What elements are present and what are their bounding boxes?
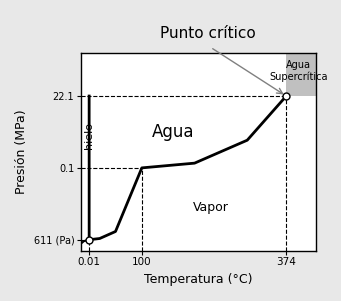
Y-axis label: Presión (MPa): Presión (MPa): [15, 109, 28, 194]
Text: Agua: Agua: [152, 123, 195, 141]
Text: Agua
Supercrítica: Agua Supercrítica: [270, 60, 328, 82]
X-axis label: Temperatura (°C): Temperatura (°C): [144, 273, 253, 286]
Bar: [286, 53, 316, 96]
Text: Vapor: Vapor: [192, 201, 228, 214]
Text: hielo: hielo: [84, 122, 94, 149]
Text: Punto crítico: Punto crítico: [160, 26, 256, 41]
